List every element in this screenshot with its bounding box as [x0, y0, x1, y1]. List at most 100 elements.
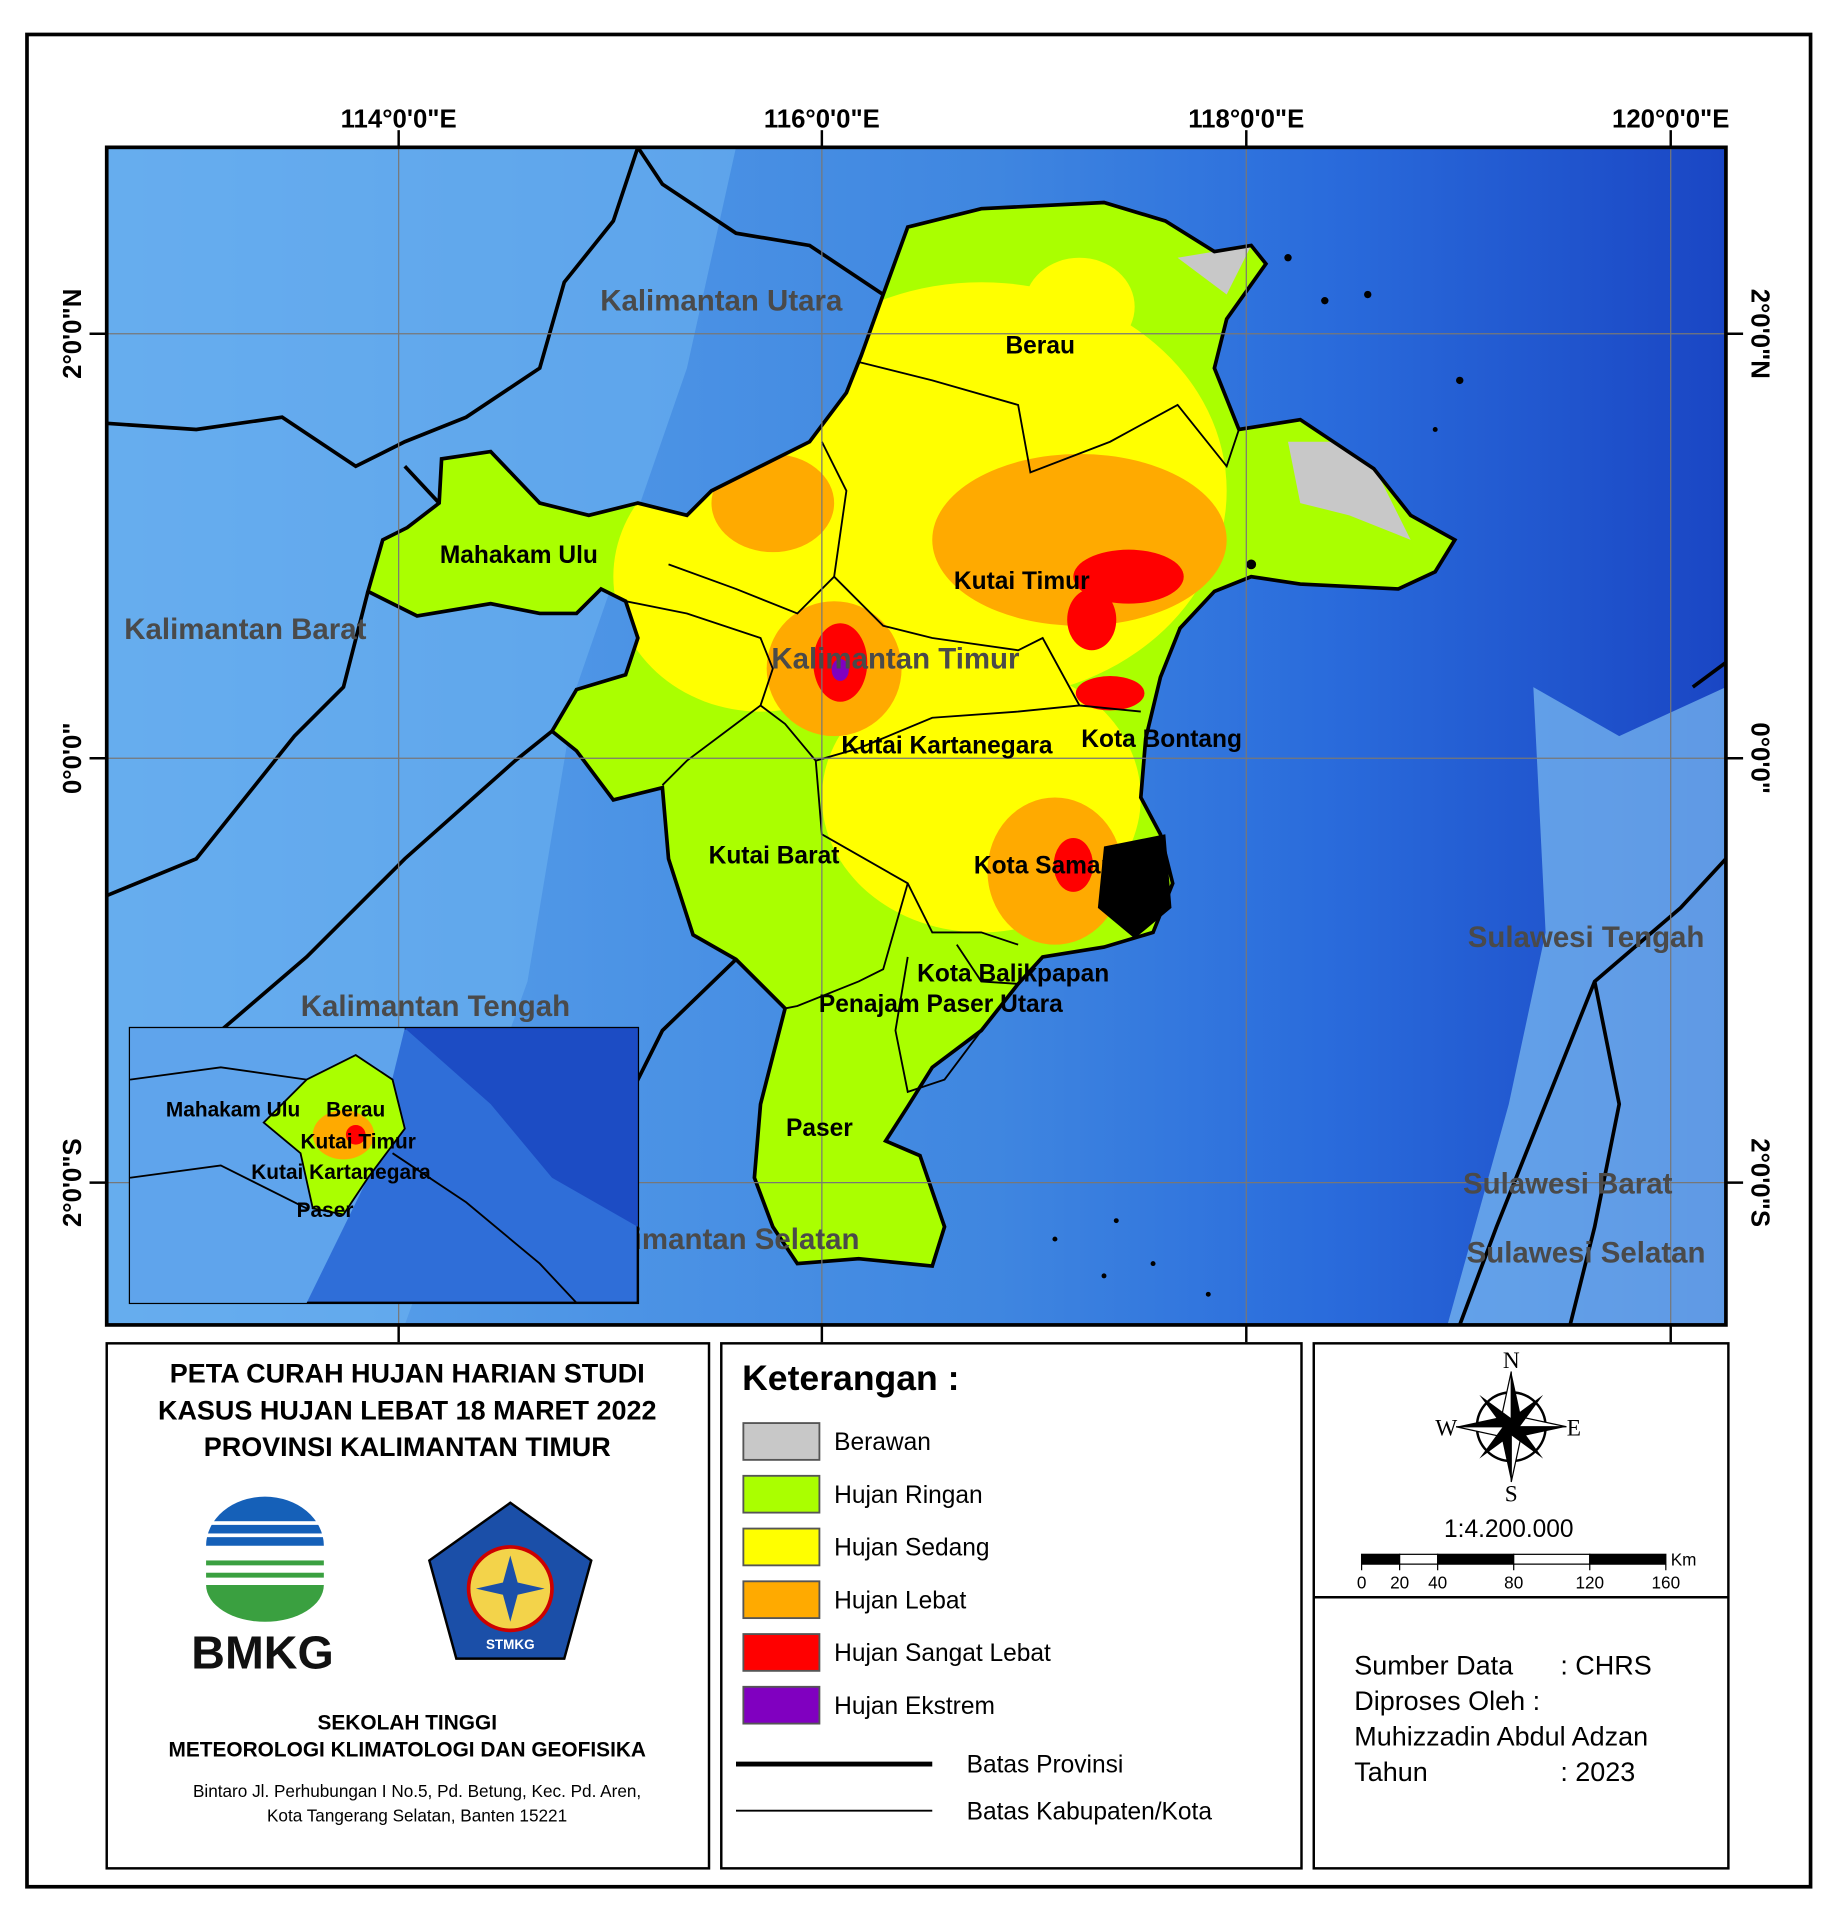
title-line: PETA CURAH HUJAN HARIAN STUDI	[170, 1359, 645, 1389]
map-shape	[345, 1124, 366, 1145]
scale-segment	[1399, 1553, 1439, 1565]
map-shape	[206, 1584, 324, 1622]
address-line: Kota Tangerang Selatan, Banten 15221	[267, 1806, 567, 1826]
scale-tick-label: 160	[1652, 1573, 1681, 1593]
lon-label: 116°0'0"E	[764, 106, 880, 134]
map-shape	[203, 1521, 327, 1525]
map-shape	[784, 883, 909, 1010]
map-shape	[956, 944, 1019, 985]
legend-label: Hujan Sedang	[834, 1535, 989, 1562]
map-shape	[1284, 254, 1292, 262]
scale-tick-label: 20	[1390, 1573, 1409, 1593]
map-shape	[1067, 588, 1117, 651]
region-label: Kota Balikpapan	[917, 960, 1109, 987]
map-shape	[858, 361, 1240, 474]
source-text: : 2023	[1560, 1757, 1635, 1787]
scale-segment	[1513, 1553, 1591, 1565]
map-shape	[219, 729, 554, 1032]
inset-label: Kutai Timur	[300, 1130, 415, 1153]
region-label: Sulawesi Selatan	[1467, 1236, 1706, 1269]
map-shape	[831, 658, 849, 681]
map-shape	[1150, 1261, 1156, 1267]
scale-segment	[1589, 1553, 1667, 1565]
compass-letter: S	[1505, 1482, 1518, 1508]
region-label: Berau	[1005, 332, 1075, 359]
legend-swatch	[742, 1422, 821, 1461]
coordinate-labels: 114°0'0"E 116°0'0"E 118°0'0"E 120°0'0"E 2°0'…	[59, 106, 1774, 1343]
lat-label: 0°0'0"	[59, 722, 87, 794]
map-shape	[475, 1555, 545, 1622]
map-shape	[1456, 376, 1464, 385]
map-shape	[814, 760, 1019, 946]
source-text: Diproses Oleh :	[1354, 1686, 1540, 1716]
scale-tick-label: 0	[1357, 1573, 1367, 1593]
province-boundaries	[106, 147, 1726, 1325]
map-shape	[312, 1110, 375, 1160]
source-text: Sumber Data	[1354, 1651, 1513, 1681]
region-label: Sulawesi Tengah	[1468, 921, 1705, 954]
map-shape	[1458, 857, 1726, 1325]
scale-ratio: 1:4.200.000	[1444, 1516, 1574, 1543]
scale-segment	[1360, 1553, 1401, 1565]
lat-label: 2°0'0"S	[59, 1138, 87, 1227]
legend-swatch	[742, 1474, 821, 1514]
title-line: PROVINSI KALIMANTAN TIMUR	[204, 1432, 611, 1462]
inset-label: Berau	[326, 1098, 385, 1121]
inset-label: Mahakam Ulu	[166, 1098, 300, 1121]
lat-label: 2°0'0"S	[1746, 1138, 1774, 1227]
scale-tick-label: 120	[1575, 1573, 1604, 1593]
map-shape	[1113, 1218, 1119, 1224]
compass-letter: N	[1503, 1348, 1520, 1374]
title-box	[105, 1342, 711, 1870]
map-shape	[1075, 676, 1145, 711]
compass-letter: E	[1567, 1415, 1581, 1441]
region-label: Penajam Paser Utara	[819, 991, 1063, 1018]
title-line: KASUS HUJAN LEBAT 18 MARET 2022	[158, 1395, 657, 1425]
islands	[1052, 254, 1464, 1297]
lon-label: 114°0'0"E	[341, 106, 457, 134]
legend-swatch	[742, 1580, 821, 1620]
legend-label: Hujan Ringan	[834, 1482, 983, 1509]
map-body: Kalimantan Utara Berau Mahakam Ulu Kalim…	[106, 147, 1726, 1325]
logo-text: STMKG	[486, 1637, 535, 1652]
legend-swatch	[742, 1633, 821, 1672]
legend-label: Hujan Ekstrem	[834, 1693, 995, 1720]
map-shape	[1024, 257, 1135, 356]
source-text: Muhizzadin Abdul Adzan	[1354, 1722, 1648, 1752]
legend-label: Berawan	[834, 1429, 931, 1456]
map-shape	[403, 465, 441, 505]
inset-map: Mahakam Ulu Berau Kutai Timur Kutai Kart…	[128, 1026, 640, 1305]
map-shape	[636, 147, 885, 297]
map-shape	[1568, 981, 1622, 1325]
legend-label: Hujan Lebat	[834, 1587, 966, 1614]
region-label: Kalimantan Barat	[124, 613, 366, 646]
district-boundaries	[625, 361, 1240, 1094]
region-label: Kalimantan Timur	[771, 643, 1020, 676]
map-shape	[1101, 1273, 1107, 1279]
legend-title: Keterangan :	[742, 1358, 959, 1398]
legend-label: Hujan Sangat Lebat	[834, 1640, 1051, 1667]
map-shape	[106, 147, 640, 469]
map-shape	[1364, 290, 1372, 299]
lat-label: 2°0'0"N	[1746, 289, 1774, 379]
scale-unit: Km	[1671, 1549, 1697, 1569]
region-label: Kota Bontang	[1081, 726, 1242, 753]
region-label: Mahakam Ulu	[440, 542, 598, 569]
region-label: Kutai Barat	[709, 843, 840, 870]
region-label: Kutai Timur	[954, 568, 1090, 595]
map-shape	[625, 600, 774, 786]
map-shape	[759, 704, 1080, 762]
map-shape	[1205, 1291, 1211, 1297]
inset-label: Kutai Kartanegara	[251, 1161, 431, 1184]
map-frame	[104, 145, 1728, 1327]
map-shape	[668, 441, 848, 615]
lat-label: 2°0'0"N	[59, 289, 87, 379]
compass-rose: N S E W	[1435, 1348, 1581, 1508]
inset-label: Paser	[297, 1199, 354, 1222]
map-shape	[206, 1560, 324, 1566]
map-shape	[1052, 1236, 1058, 1242]
map-shape	[203, 1533, 327, 1538]
lon-label: 118°0'0"E	[1188, 106, 1304, 134]
